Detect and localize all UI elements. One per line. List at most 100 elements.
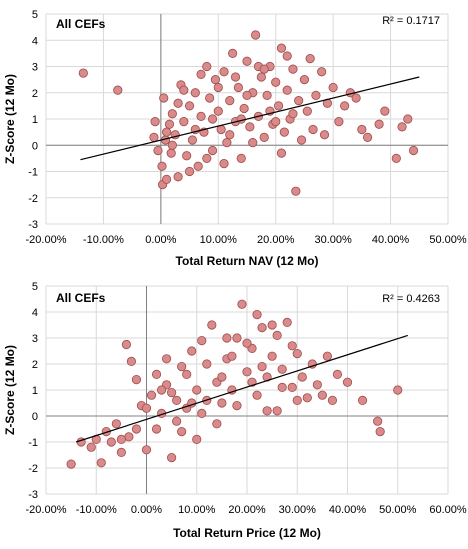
scatter-point <box>222 138 232 148</box>
scatter-point <box>151 424 162 434</box>
scatter-point <box>207 114 218 124</box>
y-tick-label: 4 <box>32 307 38 319</box>
scatter-point <box>167 109 177 119</box>
scatter-point <box>267 320 277 330</box>
x-tick-label: -10.00% <box>76 504 117 516</box>
scatter-point <box>172 416 182 426</box>
scatter-point <box>294 96 304 106</box>
scatter-point <box>251 30 261 40</box>
scatter-point <box>276 43 287 53</box>
scatter-point <box>202 359 212 369</box>
scatter-point <box>312 380 322 390</box>
scatter-point <box>212 419 222 429</box>
panel-label: All CEFs <box>56 291 106 305</box>
scatter-point <box>277 382 287 392</box>
scatter-point <box>131 424 142 434</box>
scatter-point <box>182 369 192 379</box>
y-tick-label: -3 <box>28 489 38 501</box>
scatter-point <box>267 351 277 361</box>
scatter-point <box>146 390 157 400</box>
scatter-point <box>228 48 238 58</box>
scatter-point <box>248 138 258 148</box>
x-tick-label: 30.00% <box>314 234 352 246</box>
y-tick-label: 3 <box>32 62 38 74</box>
scatter-point <box>192 434 202 444</box>
y-tick-label: 0 <box>32 140 38 152</box>
x-tick-label: 10.00% <box>178 504 216 516</box>
scatter-point <box>393 385 403 395</box>
scatter-point <box>207 145 218 156</box>
scatter-point <box>271 117 281 127</box>
scatter-point <box>380 106 390 116</box>
y-axis-title: Z-Score (12 Mo) <box>3 345 17 435</box>
scatter-point <box>287 341 297 351</box>
scatter-point <box>332 369 343 379</box>
x-tick-label: -10.00% <box>83 234 124 246</box>
scatter-point <box>245 122 255 132</box>
scatter-point <box>277 364 287 374</box>
scatter-point <box>116 434 126 444</box>
scatter-point <box>124 432 134 442</box>
scatter-point <box>116 447 126 457</box>
y-tick-label: 1 <box>32 114 38 126</box>
y-tick-label: -2 <box>28 463 38 475</box>
scatter-point <box>239 103 249 114</box>
scatter-point <box>151 369 162 379</box>
scatter-point <box>342 377 353 387</box>
scatter-point <box>121 339 132 350</box>
scatter-point <box>149 132 159 142</box>
scatter-point <box>357 395 368 405</box>
scatter-point <box>213 82 223 93</box>
y-tick-label: 2 <box>32 359 38 371</box>
scatter-point <box>271 77 281 87</box>
scatter-point <box>227 351 237 361</box>
scatter-point <box>173 172 183 182</box>
scatter-point <box>187 135 198 145</box>
r-squared-label: R² = 0.1717 <box>382 15 440 27</box>
scatter-point <box>233 82 243 93</box>
scatter-point <box>272 330 282 340</box>
scatter-point <box>197 408 207 418</box>
scatter-point <box>296 135 307 145</box>
scatter-point <box>196 69 206 79</box>
scatter-point <box>202 153 212 163</box>
scatter-point <box>282 51 292 61</box>
x-tick-label: 0.00% <box>145 234 176 246</box>
scatter-point <box>327 395 338 405</box>
scatter-point <box>150 117 160 127</box>
scatter-point <box>153 145 163 156</box>
scatter-point <box>159 93 169 103</box>
scatter-point <box>177 426 187 437</box>
x-tick-label: 50.00% <box>379 504 417 516</box>
scatter-point <box>232 400 242 411</box>
y-tick-label: 0 <box>32 411 38 423</box>
x-axis-title: Total Return Price (12 Mo) <box>173 526 321 540</box>
x-tick-label: 40.00% <box>372 234 410 246</box>
scatter-point <box>219 159 229 169</box>
scatter-point <box>272 406 282 416</box>
scatter-point <box>311 90 321 100</box>
x-tick-label: 0.00% <box>131 504 162 516</box>
scatter-point <box>157 161 167 171</box>
scatter-points <box>66 299 403 469</box>
scatter-point <box>297 372 307 382</box>
scatter-point <box>276 148 287 158</box>
x-tick-label: 60.00% <box>429 504 467 516</box>
trendline <box>75 334 408 443</box>
y-tick-label: -3 <box>28 219 38 231</box>
scatter-point <box>334 117 344 127</box>
scatter-point <box>236 153 246 163</box>
scatter-point <box>374 119 384 129</box>
scatter-point <box>113 85 123 95</box>
scatter-point <box>256 72 266 82</box>
scatter-point <box>179 117 189 127</box>
scatter-point <box>288 64 298 74</box>
scatter-point <box>262 406 272 416</box>
scatter-point <box>279 127 289 137</box>
scatter-point <box>222 333 232 343</box>
scatter-point <box>192 385 202 395</box>
scatter-point <box>236 114 246 124</box>
x-tick-label: 40.00% <box>329 504 367 516</box>
scatter-point <box>375 426 385 437</box>
scatter-point <box>172 395 182 405</box>
